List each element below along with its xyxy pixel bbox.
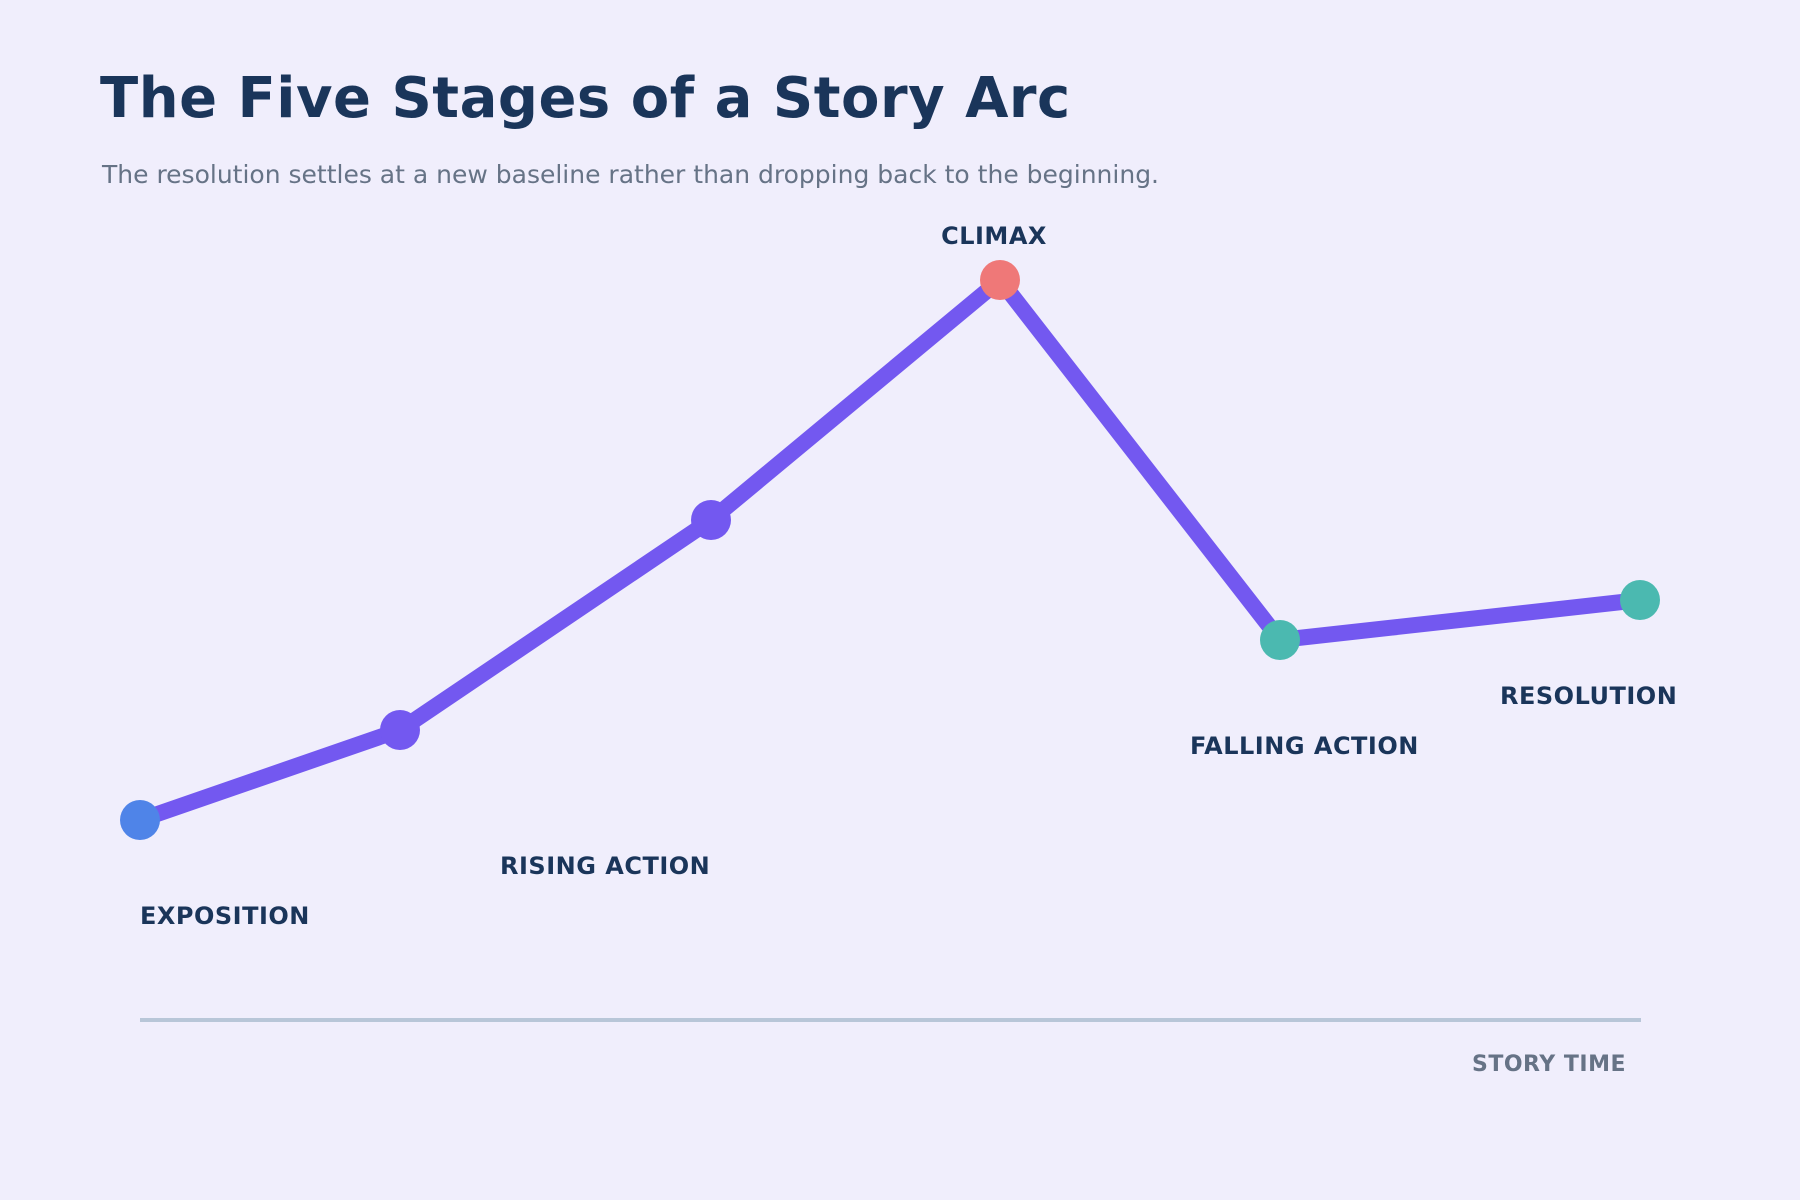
falling-action-point xyxy=(1260,620,1300,660)
story-arc-line xyxy=(132,268,1648,828)
page-subtitle: The resolution settles at a new baseline… xyxy=(102,160,1160,189)
climax-label: CLIMAX xyxy=(941,222,1047,250)
exposition-point xyxy=(120,800,160,840)
resolution-point xyxy=(1620,580,1660,620)
rising-action-point xyxy=(380,710,420,750)
climax-point xyxy=(980,260,1020,300)
falling-action-label: FALLING ACTION xyxy=(1190,732,1419,760)
page-title: The Five Stages of a Story Arc xyxy=(100,66,1071,131)
rising-action-label: RISING ACTION xyxy=(500,852,710,880)
resolution-label: RESOLUTION xyxy=(1500,682,1677,710)
story-time-axis-label: STORY TIME xyxy=(1472,1052,1626,1077)
exposition-label: EXPOSITION xyxy=(140,902,310,930)
rising-action-midpoint xyxy=(691,500,731,540)
